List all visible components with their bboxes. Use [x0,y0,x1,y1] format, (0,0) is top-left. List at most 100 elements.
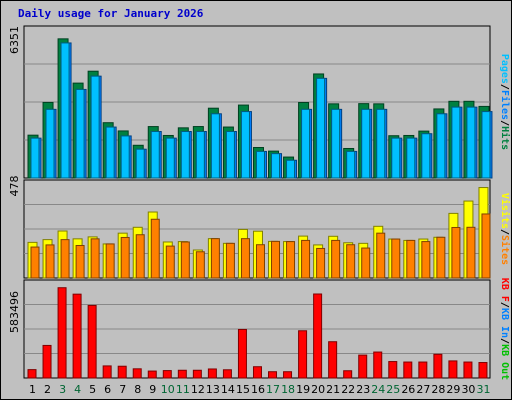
legend-entry: KB F [499,278,510,302]
bar [27,369,37,379]
bar [240,238,250,279]
bar [301,239,311,279]
bar [403,361,413,379]
bar [90,238,100,279]
bar [237,328,247,379]
bar [436,236,446,279]
x-tick-label: 13 [206,383,220,396]
legend-entry: / [499,302,510,308]
x-tick-label: 8 [134,383,141,396]
bar [150,218,160,279]
legend-entry: / [499,120,510,126]
x-tick-label: 17 [266,383,280,396]
bar [346,150,356,179]
bar [373,351,383,379]
bar [105,126,115,179]
x-tick-label: 30 [461,383,475,396]
bar [87,304,97,379]
bar [75,244,85,279]
bar [463,361,473,379]
bar [165,245,175,279]
x-tick-label: 1 [29,383,36,396]
x-tick-label: 9 [149,383,156,396]
bar [361,108,371,179]
bar [421,133,431,179]
x-tick-label: 12 [191,383,205,396]
bar [147,370,157,379]
chart-title: Daily usage for January 2026 [18,7,204,20]
bar [388,361,398,379]
x-tick-label: 3 [59,383,66,396]
bar [30,137,40,179]
legend: KB F/KB In/KB Out [499,278,510,380]
legend-entry: Hits [499,126,511,150]
chart-panel: 478 Visits/Sites [8,176,511,279]
bar [301,108,311,179]
bar [466,226,476,279]
bar [328,341,338,379]
x-tick-label: 15 [236,383,250,396]
legend-entry: KB In [499,308,510,338]
bar [391,238,401,279]
bar [240,111,250,179]
legend: Visits/Sites [499,193,511,265]
bar [42,344,52,379]
legend-entry: Pages [499,54,510,84]
legend: Pages/Files/Hits [499,54,511,150]
bar [57,287,67,379]
bar [180,131,190,179]
bar [102,365,112,379]
bar [135,234,145,279]
bar [481,111,491,179]
bar [195,251,205,279]
bar [478,362,488,379]
bar [195,131,205,179]
bar [448,360,458,379]
bar [271,240,281,279]
bar [255,150,265,179]
x-tick-label: 25 [386,383,400,396]
x-tick-label: 27 [416,383,430,396]
bar [436,113,446,179]
x-tick-label: 4 [74,383,81,396]
bar [331,108,341,179]
x-tick-label: 28 [431,383,445,396]
x-tick-label: 23 [356,383,370,396]
bar [90,75,100,179]
x-tick-label: 29 [446,383,460,396]
bar [406,137,416,179]
bar [150,131,160,179]
bar [268,371,278,379]
bar [451,226,461,279]
bar [165,137,175,179]
bar [180,241,190,279]
y-scale-label: 583496 [8,291,21,333]
legend-entry: Visits [499,193,511,229]
x-tick-label: 5 [89,383,96,396]
x-tick-label: 18 [281,383,295,396]
x-tick-label: 19 [296,383,310,396]
x-tick-label: 21 [326,383,340,396]
bar [252,366,262,379]
bar [376,108,386,179]
bar [298,330,308,379]
legend-entry: / [499,338,510,344]
x-tick-label: 2 [44,383,51,396]
bar [466,106,476,179]
bar [481,213,491,279]
legend-entry: Sites [499,235,511,265]
bar [346,244,356,279]
bar [406,239,416,279]
bar [120,236,130,279]
bar [418,361,428,379]
bar [162,370,172,379]
bar [117,365,127,379]
bar [75,88,85,179]
bar [225,242,235,279]
bar [343,370,353,379]
bar [45,244,55,279]
x-tick-label: 24 [371,383,385,396]
x-tick-label: 10 [161,383,175,396]
